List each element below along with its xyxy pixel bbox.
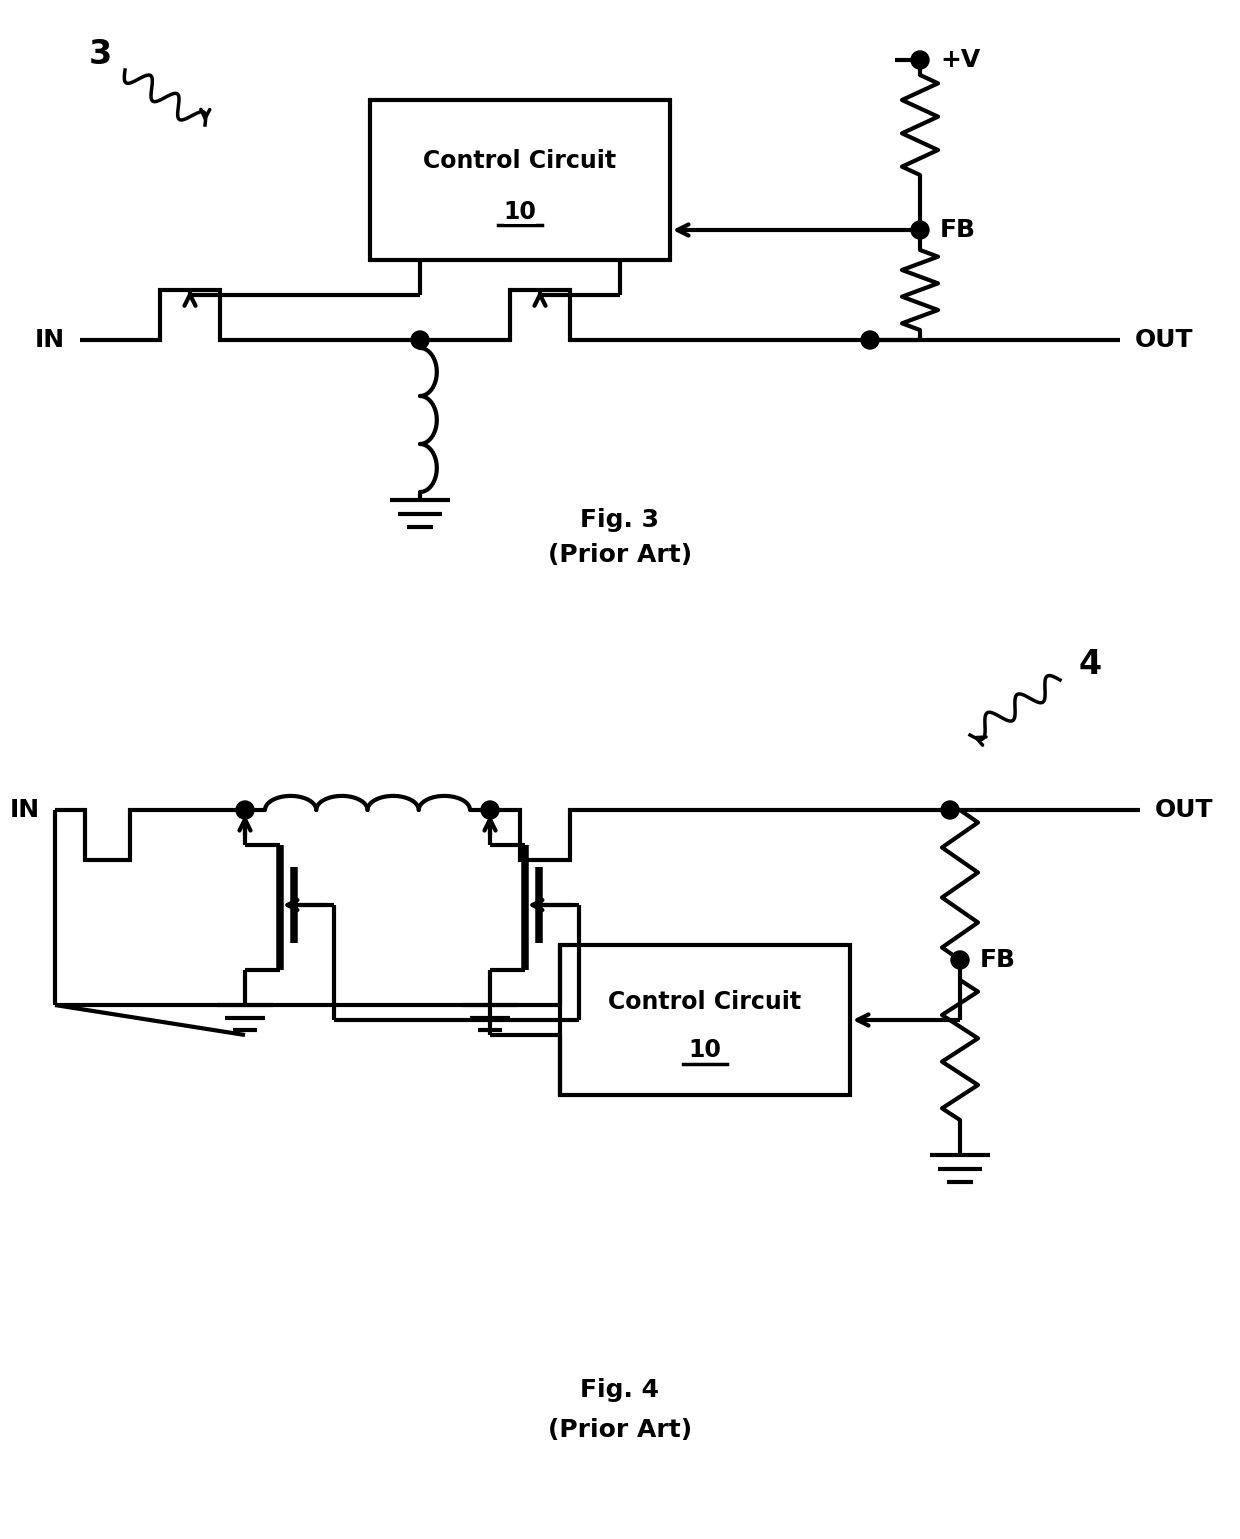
Circle shape bbox=[911, 51, 929, 69]
Circle shape bbox=[951, 951, 968, 970]
Text: Control Circuit: Control Circuit bbox=[423, 149, 616, 172]
Text: OUT: OUT bbox=[1135, 328, 1193, 352]
Text: +V: +V bbox=[940, 48, 981, 72]
Text: Fig. 4: Fig. 4 bbox=[580, 1377, 660, 1402]
Text: 10: 10 bbox=[688, 1037, 722, 1062]
Circle shape bbox=[861, 331, 879, 349]
Text: IN: IN bbox=[35, 328, 64, 352]
Bar bbox=[560, 945, 849, 1096]
Text: (Prior Art): (Prior Art) bbox=[548, 543, 692, 566]
Circle shape bbox=[911, 222, 929, 239]
Text: IN: IN bbox=[10, 799, 40, 822]
Text: FB: FB bbox=[980, 948, 1016, 973]
Text: 4: 4 bbox=[1079, 648, 1101, 682]
Circle shape bbox=[410, 331, 429, 349]
Text: Control Circuit: Control Circuit bbox=[609, 990, 801, 1014]
Circle shape bbox=[941, 800, 959, 819]
Text: 3: 3 bbox=[88, 38, 112, 71]
Text: Fig. 3: Fig. 3 bbox=[580, 508, 660, 532]
Text: 10: 10 bbox=[503, 200, 537, 225]
Text: FB: FB bbox=[940, 219, 976, 242]
Text: OUT: OUT bbox=[1154, 799, 1214, 822]
Bar bbox=[370, 100, 670, 260]
Text: (Prior Art): (Prior Art) bbox=[548, 1417, 692, 1442]
Circle shape bbox=[236, 800, 254, 819]
Circle shape bbox=[481, 800, 498, 819]
